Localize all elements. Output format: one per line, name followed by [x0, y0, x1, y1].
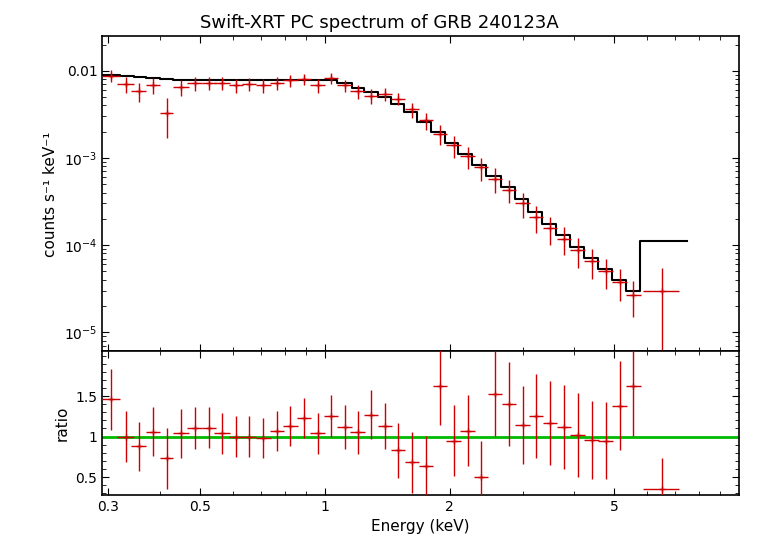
Text: Swift-XRT PC spectrum of GRB 240123A: Swift-XRT PC spectrum of GRB 240123A — [199, 14, 559, 32]
X-axis label: Energy (keV): Energy (keV) — [371, 519, 470, 534]
Y-axis label: counts s⁻¹ keV⁻¹: counts s⁻¹ keV⁻¹ — [43, 131, 58, 256]
Y-axis label: ratio: ratio — [55, 405, 70, 441]
